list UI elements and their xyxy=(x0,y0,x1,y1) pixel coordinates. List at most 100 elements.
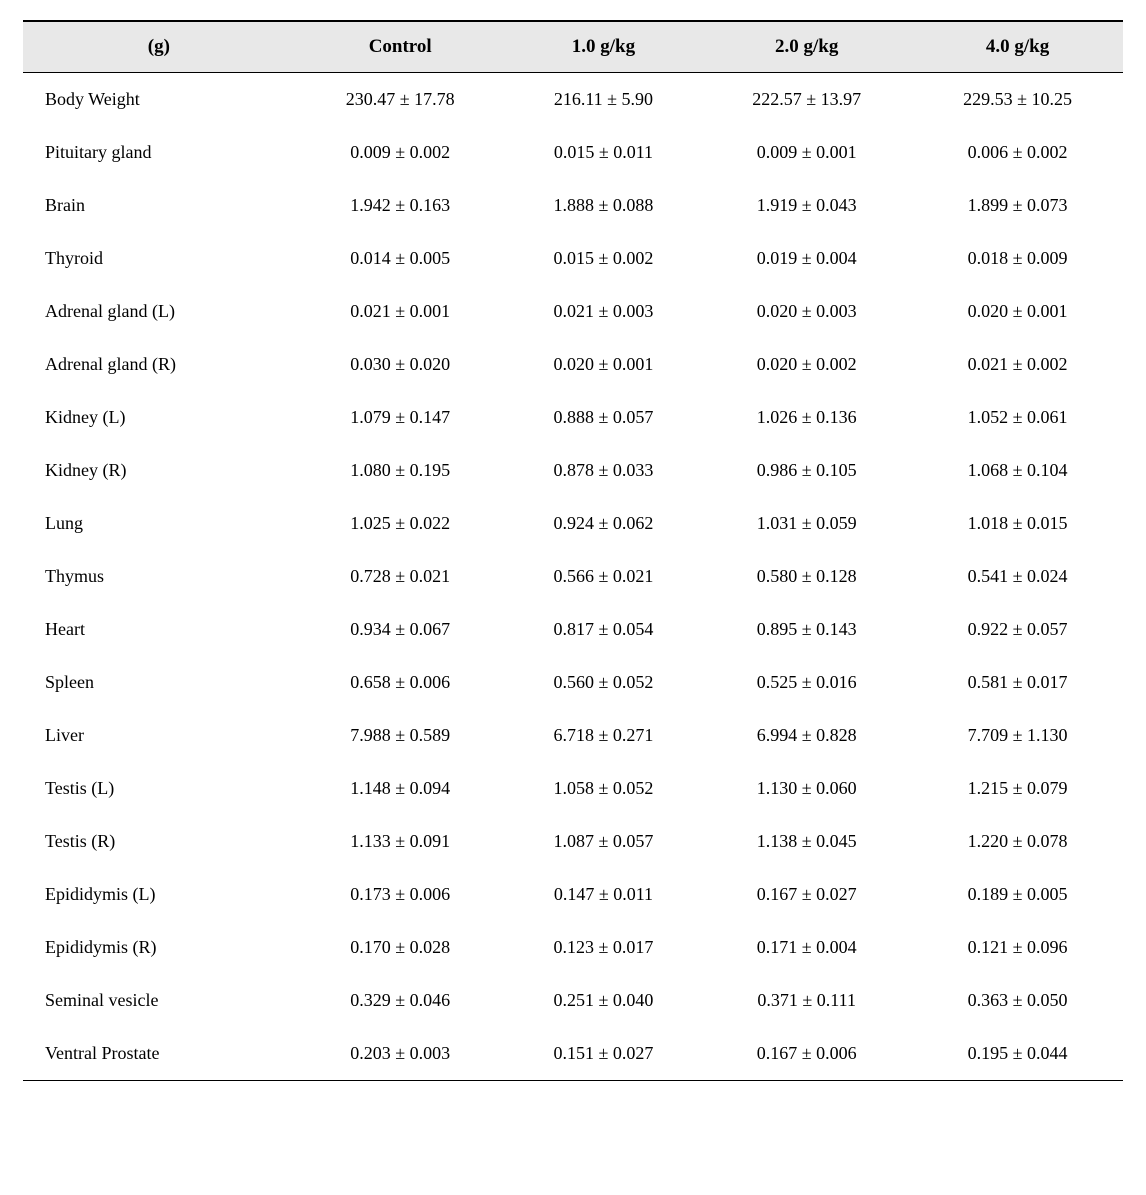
cell-value: 0.009 ± 0.002 xyxy=(295,126,506,179)
row-label: Ventral Prostate xyxy=(23,1027,295,1081)
row-label: Adrenal gland (R) xyxy=(23,338,295,391)
cell-value: 0.020 ± 0.001 xyxy=(506,338,702,391)
cell-value: 0.922 ± 0.057 xyxy=(912,603,1123,656)
cell-value: 0.020 ± 0.001 xyxy=(912,285,1123,338)
cell-value: 0.020 ± 0.003 xyxy=(701,285,912,338)
row-label: Adrenal gland (L) xyxy=(23,285,295,338)
cell-value: 0.566 ± 0.021 xyxy=(506,550,702,603)
cell-value: 1.899 ± 0.073 xyxy=(912,179,1123,232)
table-row: Spleen0.658 ± 0.0060.560 ± 0.0520.525 ± … xyxy=(23,656,1123,709)
row-label: Thymus xyxy=(23,550,295,603)
cell-value: 1.052 ± 0.061 xyxy=(912,391,1123,444)
cell-value: 1.025 ± 0.022 xyxy=(295,497,506,550)
cell-value: 0.018 ± 0.009 xyxy=(912,232,1123,285)
table-row: Adrenal gland (L)0.021 ± 0.0010.021 ± 0.… xyxy=(23,285,1123,338)
cell-value: 0.009 ± 0.001 xyxy=(701,126,912,179)
cell-value: 0.020 ± 0.002 xyxy=(701,338,912,391)
cell-value: 0.817 ± 0.054 xyxy=(506,603,702,656)
cell-value: 1.031 ± 0.059 xyxy=(701,497,912,550)
cell-value: 1.220 ± 0.078 xyxy=(912,815,1123,868)
row-label: Thyroid xyxy=(23,232,295,285)
cell-value: 7.709 ± 1.130 xyxy=(912,709,1123,762)
organ-weight-table: (g) Control 1.0 g/kg 2.0 g/kg 4.0 g/kg B… xyxy=(23,20,1123,1081)
cell-value: 7.988 ± 0.589 xyxy=(295,709,506,762)
cell-value: 0.658 ± 0.006 xyxy=(295,656,506,709)
cell-value: 0.580 ± 0.128 xyxy=(701,550,912,603)
cell-value: 0.363 ± 0.050 xyxy=(912,974,1123,1027)
cell-value: 0.203 ± 0.003 xyxy=(295,1027,506,1081)
row-label: Brain xyxy=(23,179,295,232)
cell-value: 1.130 ± 0.060 xyxy=(701,762,912,815)
table-row: Thymus0.728 ± 0.0210.566 ± 0.0210.580 ± … xyxy=(23,550,1123,603)
row-label: Kidney (L) xyxy=(23,391,295,444)
cell-value: 0.728 ± 0.021 xyxy=(295,550,506,603)
table-row: Pituitary gland0.009 ± 0.0020.015 ± 0.01… xyxy=(23,126,1123,179)
col-header-unit: (g) xyxy=(23,21,295,73)
cell-value: 0.581 ± 0.017 xyxy=(912,656,1123,709)
col-header-dose3: 4.0 g/kg xyxy=(912,21,1123,73)
table-row: Kidney (R)1.080 ± 0.1950.878 ± 0.0330.98… xyxy=(23,444,1123,497)
cell-value: 0.167 ± 0.006 xyxy=(701,1027,912,1081)
row-label: Epididymis (L) xyxy=(23,868,295,921)
table-row: Epididymis (L)0.173 ± 0.0060.147 ± 0.011… xyxy=(23,868,1123,921)
cell-value: 0.006 ± 0.002 xyxy=(912,126,1123,179)
row-label: Testis (R) xyxy=(23,815,295,868)
cell-value: 0.195 ± 0.044 xyxy=(912,1027,1123,1081)
row-label: Epididymis (R) xyxy=(23,921,295,974)
table-row: Thyroid0.014 ± 0.0050.015 ± 0.0020.019 ±… xyxy=(23,232,1123,285)
cell-value: 0.021 ± 0.002 xyxy=(912,338,1123,391)
cell-value: 1.133 ± 0.091 xyxy=(295,815,506,868)
cell-value: 0.173 ± 0.006 xyxy=(295,868,506,921)
row-label: Body Weight xyxy=(23,73,295,127)
row-label: Testis (L) xyxy=(23,762,295,815)
table-row: Brain1.942 ± 0.1631.888 ± 0.0881.919 ± 0… xyxy=(23,179,1123,232)
cell-value: 0.030 ± 0.020 xyxy=(295,338,506,391)
table-row: Lung1.025 ± 0.0220.924 ± 0.0621.031 ± 0.… xyxy=(23,497,1123,550)
cell-value: 1.942 ± 0.163 xyxy=(295,179,506,232)
row-label: Seminal vesicle xyxy=(23,974,295,1027)
cell-value: 0.015 ± 0.002 xyxy=(506,232,702,285)
table-row: Body Weight230.47 ± 17.78216.11 ± 5.9022… xyxy=(23,73,1123,127)
cell-value: 1.026 ± 0.136 xyxy=(701,391,912,444)
table-row: Adrenal gland (R)0.030 ± 0.0200.020 ± 0.… xyxy=(23,338,1123,391)
cell-value: 1.919 ± 0.043 xyxy=(701,179,912,232)
cell-value: 229.53 ± 10.25 xyxy=(912,73,1123,127)
cell-value: 0.934 ± 0.067 xyxy=(295,603,506,656)
cell-value: 1.058 ± 0.052 xyxy=(506,762,702,815)
cell-value: 0.878 ± 0.033 xyxy=(506,444,702,497)
cell-value: 1.148 ± 0.094 xyxy=(295,762,506,815)
cell-value: 6.994 ± 0.828 xyxy=(701,709,912,762)
cell-value: 0.189 ± 0.005 xyxy=(912,868,1123,921)
cell-value: 1.068 ± 0.104 xyxy=(912,444,1123,497)
cell-value: 0.371 ± 0.111 xyxy=(701,974,912,1027)
cell-value: 0.019 ± 0.004 xyxy=(701,232,912,285)
cell-value: 0.170 ± 0.028 xyxy=(295,921,506,974)
cell-value: 0.541 ± 0.024 xyxy=(912,550,1123,603)
col-header-control: Control xyxy=(295,21,506,73)
cell-value: 0.021 ± 0.003 xyxy=(506,285,702,338)
cell-value: 1.080 ± 0.195 xyxy=(295,444,506,497)
cell-value: 0.123 ± 0.017 xyxy=(506,921,702,974)
row-label: Pituitary gland xyxy=(23,126,295,179)
cell-value: 0.560 ± 0.052 xyxy=(506,656,702,709)
table-header-row: (g) Control 1.0 g/kg 2.0 g/kg 4.0 g/kg xyxy=(23,21,1123,73)
cell-value: 1.138 ± 0.045 xyxy=(701,815,912,868)
cell-value: 222.57 ± 13.97 xyxy=(701,73,912,127)
table-row: Testis (L)1.148 ± 0.0941.058 ± 0.0521.13… xyxy=(23,762,1123,815)
table-row: Epididymis (R)0.170 ± 0.0280.123 ± 0.017… xyxy=(23,921,1123,974)
cell-value: 0.251 ± 0.040 xyxy=(506,974,702,1027)
cell-value: 6.718 ± 0.271 xyxy=(506,709,702,762)
cell-value: 1.888 ± 0.088 xyxy=(506,179,702,232)
col-header-dose2: 2.0 g/kg xyxy=(701,21,912,73)
cell-value: 0.014 ± 0.005 xyxy=(295,232,506,285)
row-label: Liver xyxy=(23,709,295,762)
cell-value: 0.167 ± 0.027 xyxy=(701,868,912,921)
table-row: Testis (R)1.133 ± 0.0911.087 ± 0.0571.13… xyxy=(23,815,1123,868)
col-header-dose1: 1.0 g/kg xyxy=(506,21,702,73)
cell-value: 0.147 ± 0.011 xyxy=(506,868,702,921)
cell-value: 1.018 ± 0.015 xyxy=(912,497,1123,550)
cell-value: 0.924 ± 0.062 xyxy=(506,497,702,550)
cell-value: 230.47 ± 17.78 xyxy=(295,73,506,127)
cell-value: 0.329 ± 0.046 xyxy=(295,974,506,1027)
table-row: Ventral Prostate0.203 ± 0.0030.151 ± 0.0… xyxy=(23,1027,1123,1081)
